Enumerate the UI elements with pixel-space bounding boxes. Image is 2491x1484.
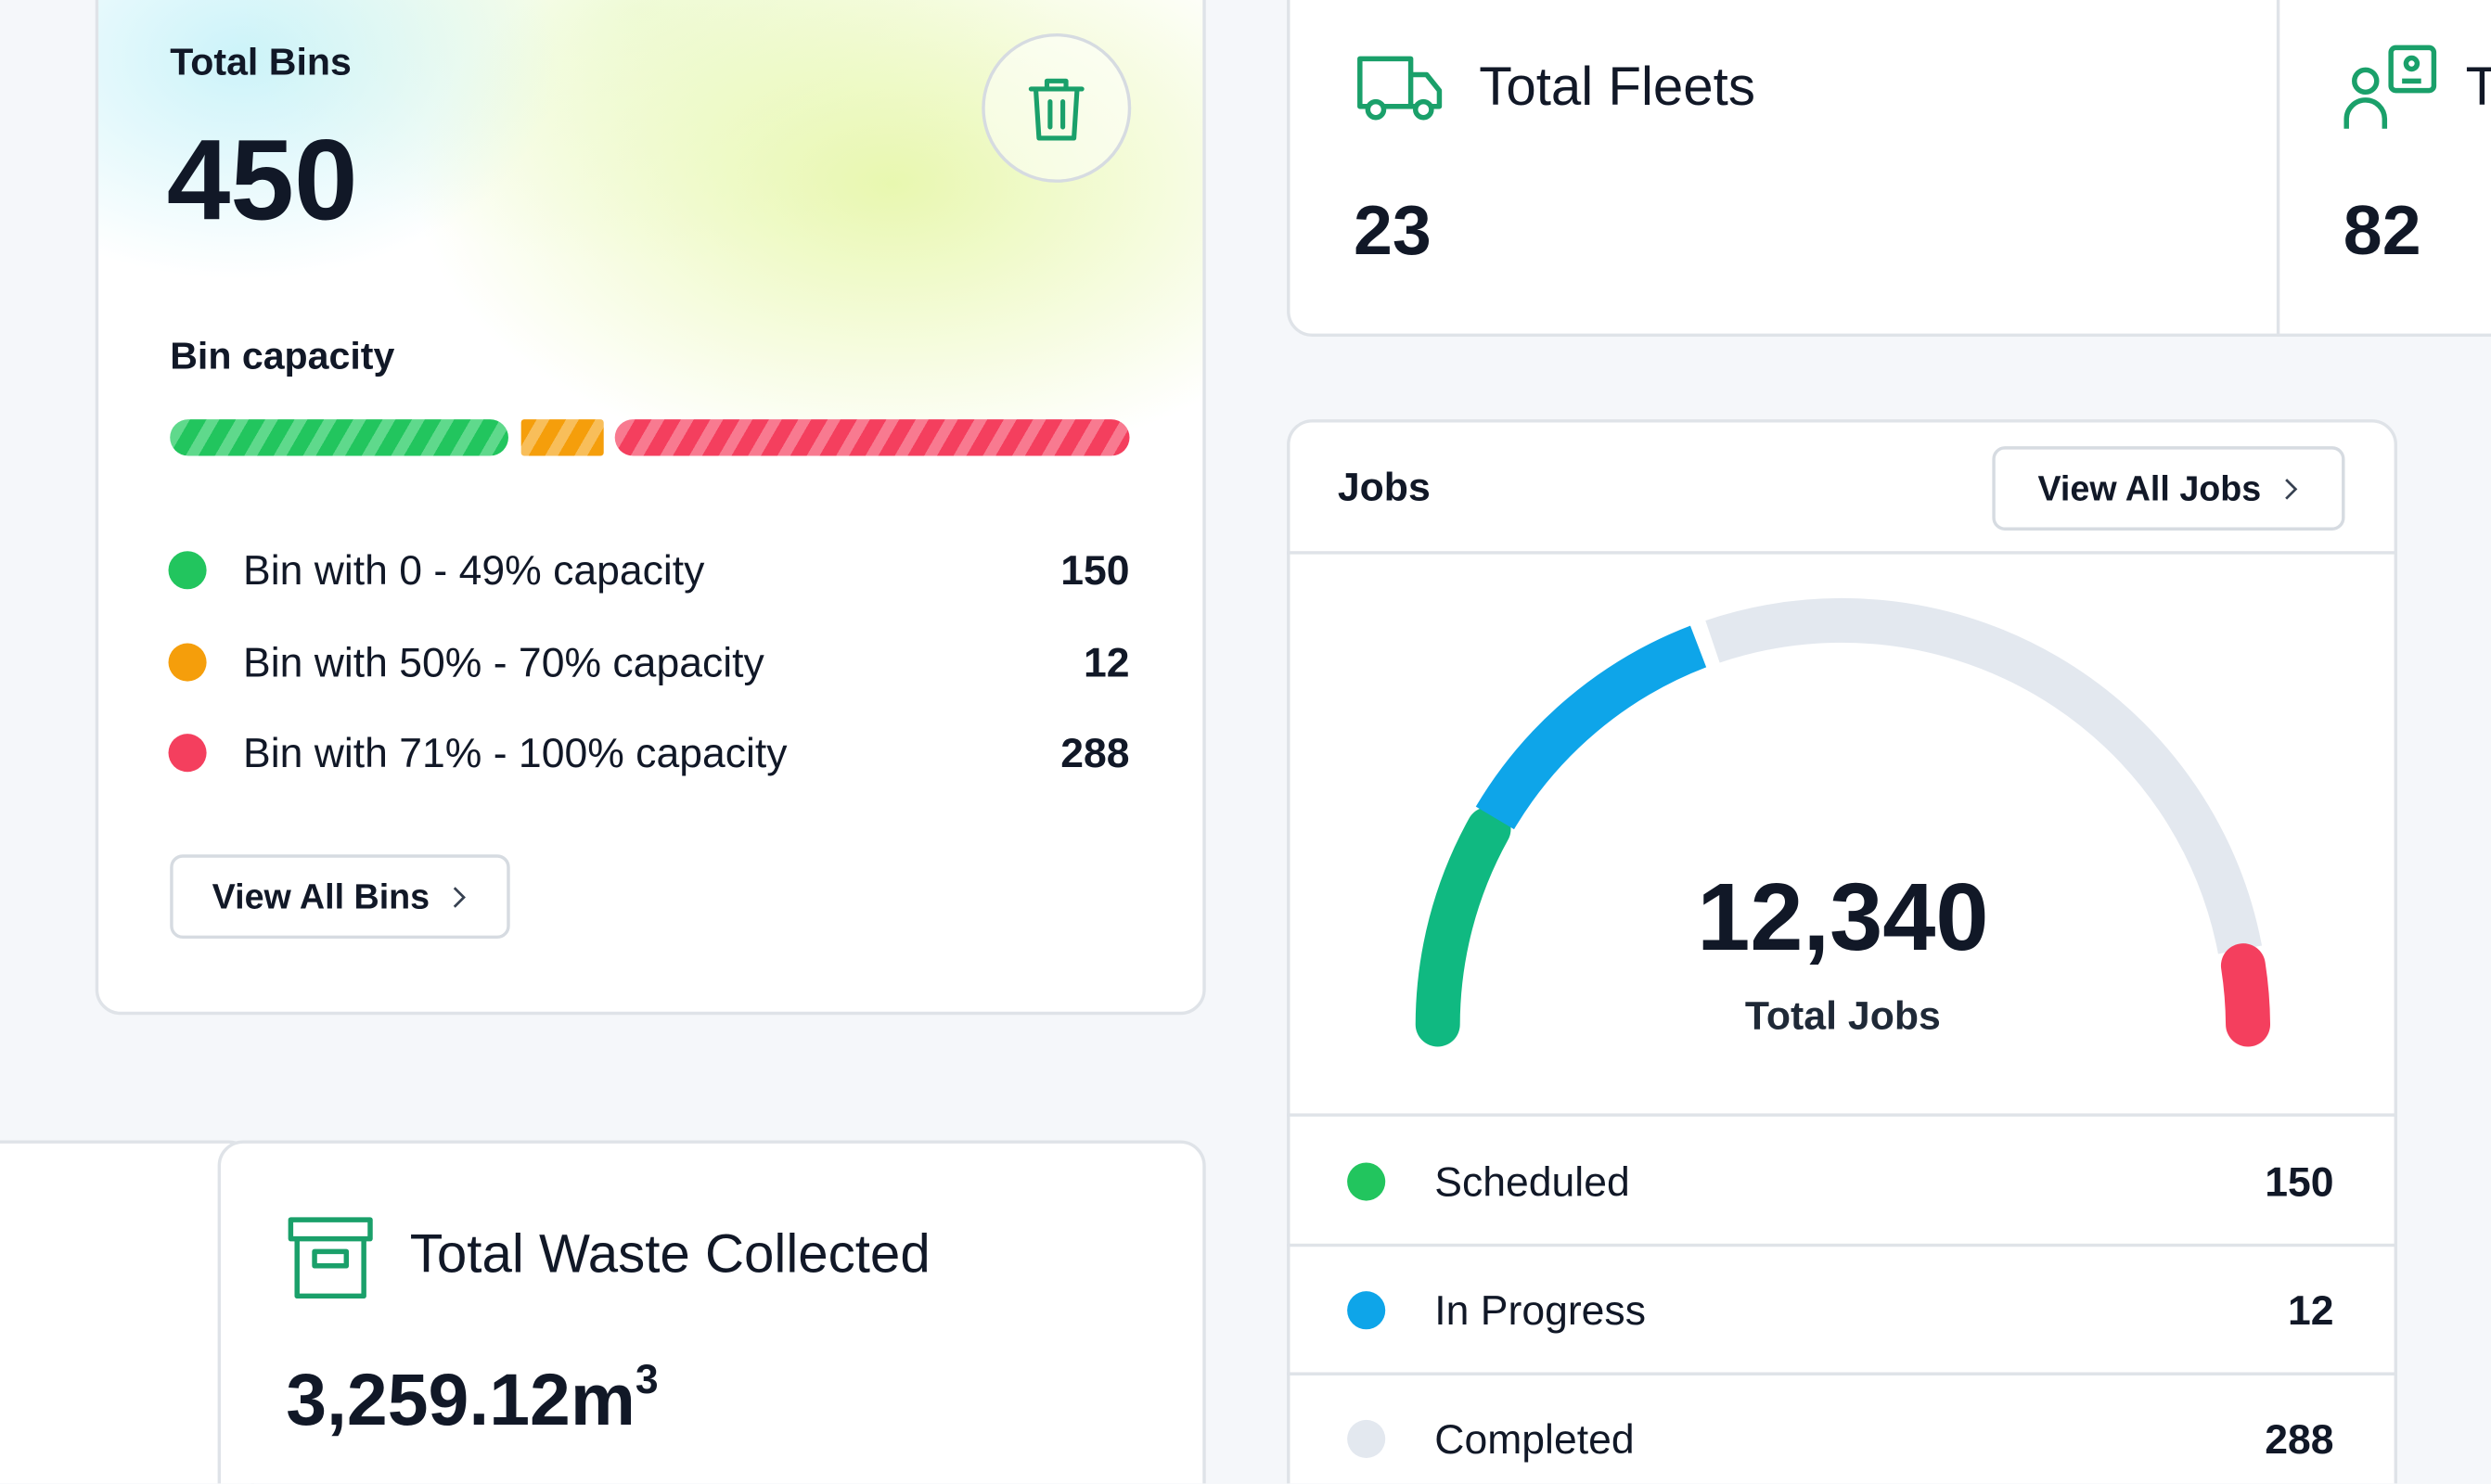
gauge-segment xyxy=(1705,597,2263,954)
legend-dot xyxy=(168,643,207,682)
card-title: T xyxy=(2466,60,2491,114)
card-title: Total Waste Collected xyxy=(409,1224,931,1286)
item-label: In Progress xyxy=(1434,1286,1646,1335)
value-text: 3,259.12m xyxy=(286,1358,636,1441)
divider xyxy=(1287,1243,2398,1247)
card-value: 23 xyxy=(1353,192,1432,271)
capacity-segment xyxy=(614,419,1130,456)
card-value: 82 xyxy=(2343,192,2421,271)
section-title: Bin capacity xyxy=(170,335,395,378)
legend-dot xyxy=(1347,1291,1386,1330)
card-title: Jobs xyxy=(1337,465,1431,510)
jobs-gauge xyxy=(1415,597,2271,1047)
item-value: 12 xyxy=(2287,1286,2334,1335)
card-value: 450 xyxy=(166,117,358,245)
item-label: Bin with 71% - 100% capacity xyxy=(242,728,788,777)
trash-icon xyxy=(982,32,1132,183)
item-value: 288 xyxy=(2265,1414,2334,1464)
button-label: View All Bins xyxy=(212,876,430,916)
item-label: Scheduled xyxy=(1434,1158,1630,1206)
item-label: Completed xyxy=(1434,1414,1635,1464)
waste-card xyxy=(217,1140,1206,1484)
button-label: View All Jobs xyxy=(2037,467,2262,508)
item-label: Bin with 0 - 49% capacity xyxy=(242,546,705,595)
divider xyxy=(1287,1113,2398,1117)
truck-icon xyxy=(1357,56,1443,121)
gauge-total: 12,340 xyxy=(1697,864,1989,971)
capacity-segment xyxy=(520,419,604,456)
box-icon xyxy=(288,1217,373,1299)
card-title: Total Bins xyxy=(170,41,352,84)
card-title: Total Fleets xyxy=(1479,57,1755,118)
capacity-segment xyxy=(170,419,508,456)
legend-dot xyxy=(168,551,207,590)
item-label: Bin with 50% - 70% capacity xyxy=(242,638,764,686)
item-value: 150 xyxy=(2265,1158,2334,1206)
item-value: 150 xyxy=(1060,546,1130,595)
gauge-segment xyxy=(1475,625,1707,830)
view-all-jobs-button[interactable]: View All Jobs xyxy=(1992,446,2345,531)
gauge-segment xyxy=(1415,806,1511,1047)
chevron xyxy=(454,886,467,907)
card-value: 3,259.12m3 xyxy=(286,1358,658,1436)
view-all-bins-button[interactable]: View All Bins xyxy=(170,854,510,940)
divider xyxy=(1287,551,2398,555)
jobs-card xyxy=(1287,419,2398,1484)
legend-dot xyxy=(1347,1419,1386,1458)
divider xyxy=(1287,1372,2398,1375)
staff-icon xyxy=(2343,45,2437,129)
value-exponent: 3 xyxy=(635,1354,659,1403)
chevron xyxy=(2285,478,2298,499)
partial-card xyxy=(0,1140,254,1484)
item-value: 288 xyxy=(1060,728,1130,777)
gauge-label: Total Jobs xyxy=(1744,993,1941,1039)
legend-dot xyxy=(168,734,207,773)
item-value: 12 xyxy=(1083,638,1130,686)
gauge-segment xyxy=(2220,943,2271,1047)
divider xyxy=(2276,0,2280,338)
fleets-card xyxy=(1287,0,2491,338)
legend-dot xyxy=(1347,1162,1386,1201)
